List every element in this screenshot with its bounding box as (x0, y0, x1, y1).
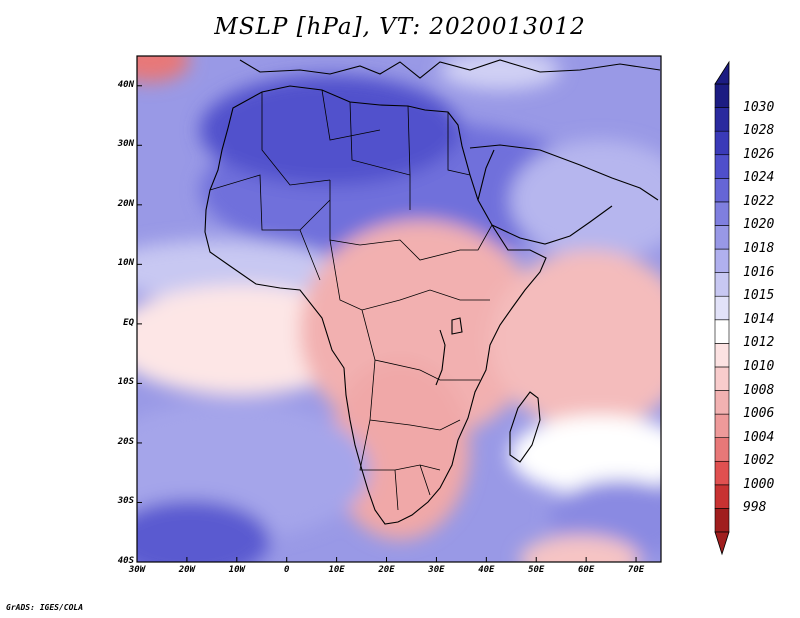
colorbar-swatch (714, 484, 730, 509)
colorbar-swatch (714, 437, 730, 462)
colorbar-level-label: 1024 (743, 170, 775, 186)
lon-tick-label: 40E (478, 565, 495, 575)
atlantic-tropical-band (137, 240, 340, 300)
northwest-low (137, 56, 190, 82)
red-sea-coast (477, 149, 495, 201)
lon-tick-label: 30W (128, 565, 146, 575)
colorbar-level-label: 1004 (743, 429, 775, 445)
southern-africa-low (330, 360, 470, 540)
lat-tick-label: 30S (117, 496, 134, 507)
colorbar-swatch (714, 366, 730, 391)
map-frame (136, 55, 662, 563)
lat-tick-label: 40S (117, 556, 134, 566)
colorbar-level-label: 1022 (743, 193, 775, 209)
lat-tick-label: 40N (117, 79, 134, 90)
colorbar-swatch (714, 201, 730, 226)
lat-tick-label: EQ (123, 317, 134, 328)
colorbar-swatch (714, 83, 730, 108)
arabia-field (510, 140, 661, 260)
colorbar-level-label: 1000 (743, 476, 775, 492)
colorbar-level-label: 1010 (743, 358, 775, 374)
mediterranean-field (440, 56, 560, 90)
lat-tick-label: 20S (117, 436, 134, 447)
colorbar-swatch (714, 460, 730, 486)
south-atlantic-high-core (137, 500, 270, 562)
colorbar-swatch (714, 225, 730, 250)
colorbar-swatch (714, 413, 730, 438)
colorbar-swatch (714, 107, 730, 132)
indian-ocean-low (490, 250, 661, 430)
lon-tick-label: 10W (228, 565, 245, 575)
colorbar-level-label: 1012 (743, 335, 775, 351)
lon-tick-label: 0 (283, 565, 290, 575)
colorbar-swatch (714, 178, 730, 203)
colorbar-level-label: 1030 (743, 99, 775, 115)
colorbar-level-label: 1008 (743, 382, 775, 398)
colorbar-swatch (714, 248, 730, 273)
africa-coastline (204, 85, 547, 525)
colorbar-level-label: 998 (743, 500, 767, 516)
great-lakes (435, 317, 463, 386)
arabia-coastline (469, 144, 659, 245)
lat-tick-label: 20N (117, 198, 134, 209)
colorbar-swatch (714, 343, 730, 368)
lon-tick-label: 20W (178, 565, 196, 575)
colorbar-level-label: 1026 (743, 146, 775, 162)
colorbar-swatch (714, 508, 730, 533)
pressure-field (137, 56, 661, 562)
lon-tick-label: 60E (578, 565, 595, 575)
madagascar-coastline (509, 391, 541, 463)
colorbar-level-label: 1020 (743, 217, 775, 233)
lon-tick-label: 70E (627, 565, 645, 575)
colorbar-level-label: 1002 (743, 453, 775, 469)
colorbar-level-label: 1014 (743, 311, 775, 327)
colorbar (714, 83, 730, 533)
lat-tick-label: 10N (117, 258, 134, 269)
colorbar-level-label: 1018 (743, 241, 775, 257)
europe-coastline (239, 59, 661, 79)
triangle-up-icon (714, 60, 730, 85)
southern-low (520, 535, 640, 562)
colorbar-level-label: 1028 (743, 123, 775, 139)
coastlines (204, 59, 661, 525)
lat-tick-label: 10S (117, 377, 134, 388)
colorbar-swatch (714, 272, 730, 297)
lon-tick-label: 20E (378, 565, 395, 575)
lon-tick-label: 10E (328, 565, 345, 575)
map-title: MSLP [hPa], VT: 2020013012 (214, 14, 586, 40)
indian-ocean-ridge-edge (510, 415, 661, 495)
country-borders (209, 89, 493, 511)
colorbar-swatch (714, 319, 730, 344)
colorbar-level-label: 1006 (743, 406, 775, 422)
colorbar-level-label: 1015 (743, 288, 775, 304)
colorbar-swatch (714, 154, 730, 179)
colorbar-swatch (714, 295, 730, 321)
lon-tick-label: 50E (528, 565, 545, 575)
axis-ticks (136, 85, 637, 563)
lat-tick-label: 30N (117, 139, 134, 150)
colorbar-swatch (714, 390, 730, 415)
colorbar-level-label: 1016 (743, 264, 775, 280)
high-pressure-core-north (200, 75, 460, 185)
grads-credit: GrADS: IGES/COLA (6, 603, 84, 612)
colorbar-swatch (714, 130, 730, 156)
triangle-down-icon (714, 531, 730, 556)
lon-tick-label: 30E (428, 565, 445, 575)
